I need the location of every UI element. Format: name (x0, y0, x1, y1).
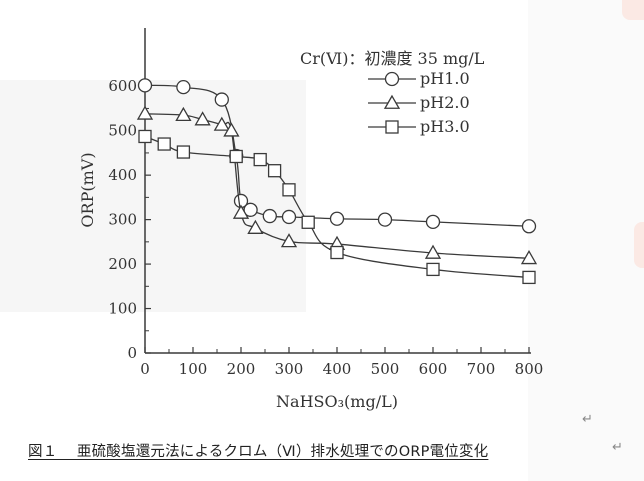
x-tick-label: 200 (227, 360, 256, 378)
y-tick-label: 500 (108, 122, 137, 140)
paragraph-mark: ↵ (582, 412, 593, 427)
data-point (243, 202, 258, 217)
data-point (157, 137, 171, 151)
y-tick-label: 100 (108, 300, 137, 318)
y-tick-label: 200 (108, 255, 137, 273)
data-point (282, 183, 296, 197)
axes: 0 100 200 300 400 500 600 0 100 200 300 400 500 600 70… (108, 28, 543, 378)
data-point (176, 145, 191, 159)
x-tick-label: 600 (419, 360, 448, 378)
y-axis-title: ORP(mV) (78, 152, 97, 227)
x-tick-label: 700 (467, 360, 496, 378)
background-panel (0, 80, 306, 312)
legend: Cr(Ⅵ)：初濃度 35 mg/L pH1.0 pH2.0 pH3.0 (300, 49, 485, 136)
data-point (232, 204, 250, 219)
data-point (214, 92, 229, 107)
data-point (194, 111, 211, 126)
data-point (301, 215, 315, 229)
figure-caption: 図１ 亜硫酸塩還元法によるクロム（Ⅵ）排水処理でのORP電位変化 (28, 444, 489, 460)
y-tick-label: 300 (108, 211, 137, 229)
data-point (137, 78, 153, 93)
series-ph2-0 (136, 105, 538, 265)
data-point (176, 79, 191, 95)
data-point (281, 209, 297, 225)
data-point (330, 245, 344, 260)
series-ph3-0 (138, 129, 536, 285)
data-point (267, 164, 282, 178)
x-tick-label: 500 (371, 360, 400, 378)
x-tick-label: 800 (515, 360, 544, 378)
data-point (329, 211, 345, 226)
series-ph1-0 (137, 78, 537, 234)
x-tick-label: 0 (140, 360, 150, 378)
data-point (229, 149, 243, 164)
data-point (522, 270, 536, 285)
data-point (136, 105, 154, 120)
y-tick-label: 600 (108, 77, 137, 95)
background-strip (528, 0, 644, 481)
data-point (175, 106, 192, 122)
data-point (521, 219, 537, 234)
y-tick-label: 400 (108, 166, 137, 184)
data-point (280, 233, 298, 248)
x-tick-label: 300 (275, 360, 304, 378)
caption-paragraph-mark: ↵ (612, 440, 623, 455)
legend-marker-square (385, 120, 399, 134)
x-tick-label: 100 (179, 360, 208, 378)
data-point (425, 214, 441, 229)
data-point (377, 212, 393, 227)
legend-title: Cr(Ⅵ)：初濃度 35 mg/L (300, 49, 485, 68)
legend-label: pH1.0 (420, 69, 470, 88)
data-point (213, 116, 230, 131)
x-tick-label: 400 (323, 360, 352, 378)
data-point (424, 244, 442, 259)
series-layer (136, 78, 538, 285)
data-point (223, 122, 240, 137)
data-point (426, 262, 440, 277)
legend-label: pH3.0 (420, 117, 470, 136)
decoration-top-right (622, 0, 644, 20)
decoration-right-edge (634, 222, 644, 268)
data-point (520, 249, 538, 265)
legend-marker-triangle (383, 94, 401, 109)
data-point (247, 219, 264, 234)
data-point (253, 152, 267, 167)
x-axis-title: NaHSO₃(mg/L) (276, 392, 398, 411)
series-line (144, 84, 530, 227)
legend-label: pH2.0 (420, 93, 470, 112)
data-point (262, 208, 277, 224)
y-tick-label: 0 (127, 344, 137, 362)
legend-marker-circle (384, 71, 400, 87)
data-point (138, 129, 152, 144)
